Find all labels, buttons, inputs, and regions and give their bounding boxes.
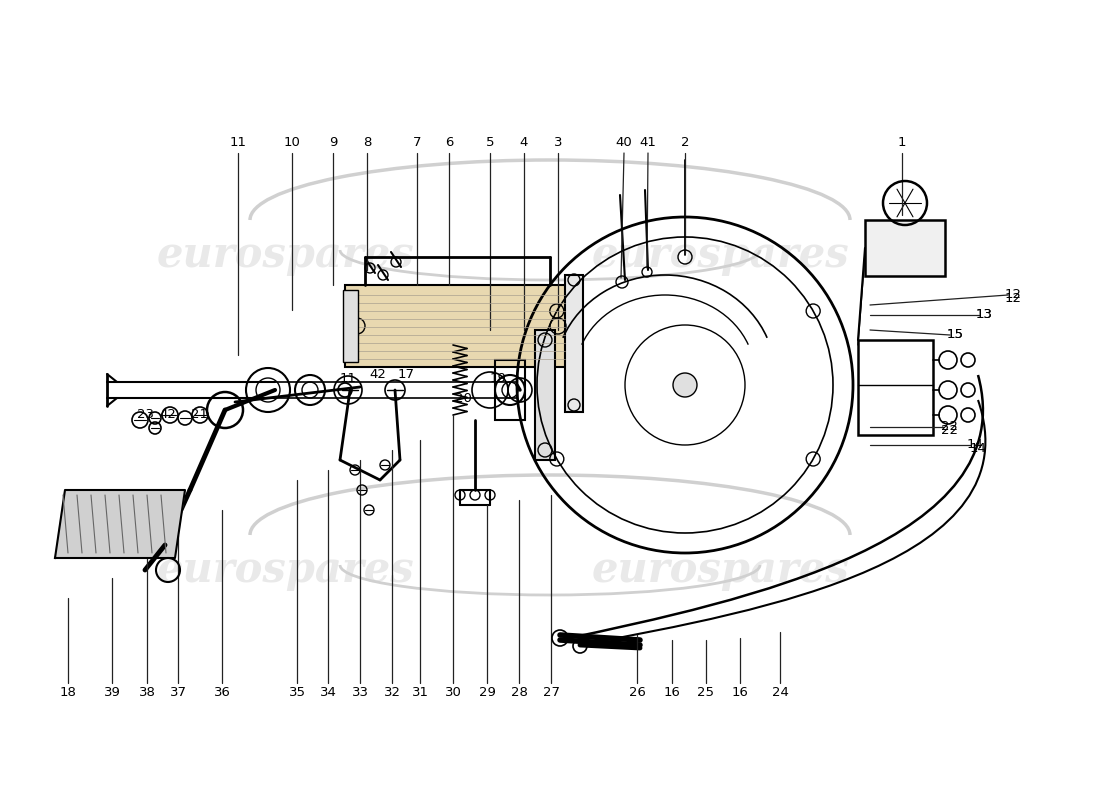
Text: 26: 26	[628, 686, 646, 699]
Text: 2: 2	[681, 137, 690, 150]
Text: 38: 38	[139, 686, 155, 699]
Text: 41: 41	[639, 137, 657, 150]
Text: 25: 25	[697, 686, 715, 699]
Text: 13: 13	[976, 309, 992, 322]
Text: 22: 22	[940, 421, 957, 434]
Text: 7: 7	[412, 137, 421, 150]
Text: 40: 40	[616, 137, 632, 150]
Bar	[565, 275, 583, 412]
Text: 34: 34	[320, 686, 337, 699]
Text: eurospares: eurospares	[591, 549, 849, 591]
Bar	[858, 340, 933, 435]
Text: 23: 23	[136, 409, 154, 422]
Text: 9: 9	[329, 137, 338, 150]
Text: 39: 39	[103, 686, 120, 699]
Text: 12: 12	[1004, 291, 1022, 305]
Text: 27: 27	[542, 686, 560, 699]
Bar	[343, 290, 358, 362]
Text: 16: 16	[732, 686, 748, 699]
Text: 29: 29	[478, 686, 495, 699]
Text: 4: 4	[520, 137, 528, 150]
Bar	[535, 330, 556, 460]
Circle shape	[673, 373, 697, 397]
Text: 33: 33	[352, 686, 368, 699]
Text: 18: 18	[59, 686, 76, 699]
Text: 11: 11	[230, 137, 246, 150]
Text: eurospares: eurospares	[156, 549, 414, 591]
Text: eurospares: eurospares	[156, 234, 414, 276]
Text: 31: 31	[411, 686, 429, 699]
Text: 15: 15	[946, 329, 964, 342]
Text: 14: 14	[967, 438, 983, 451]
Text: 17: 17	[397, 369, 415, 382]
Text: 16: 16	[663, 686, 681, 699]
Text: 37: 37	[169, 686, 187, 699]
Text: 19: 19	[490, 371, 506, 385]
Text: 20: 20	[454, 391, 472, 405]
Text: 36: 36	[213, 686, 230, 699]
Text: 6: 6	[444, 137, 453, 150]
Text: 28: 28	[510, 686, 527, 699]
Text: 30: 30	[444, 686, 461, 699]
Text: 8: 8	[363, 137, 371, 150]
Polygon shape	[55, 490, 185, 558]
Text: 21: 21	[191, 409, 209, 422]
Text: 24: 24	[771, 686, 789, 699]
Text: 3: 3	[553, 137, 562, 150]
Text: 5: 5	[486, 137, 494, 150]
Bar	[865, 220, 945, 276]
Text: 1: 1	[898, 137, 906, 150]
Text: 42: 42	[370, 369, 386, 382]
Text: 42: 42	[160, 409, 176, 422]
Text: 35: 35	[288, 686, 306, 699]
Text: 14: 14	[969, 442, 987, 454]
Text: 32: 32	[384, 686, 400, 699]
Bar	[345, 285, 570, 367]
Text: 10: 10	[284, 137, 300, 150]
Text: 15: 15	[946, 329, 964, 342]
Text: 13: 13	[976, 309, 992, 322]
Text: eurospares: eurospares	[591, 234, 849, 276]
Text: 11: 11	[340, 371, 356, 385]
Text: 12: 12	[1004, 289, 1022, 302]
Text: 22: 22	[940, 423, 957, 437]
Bar	[495, 360, 525, 420]
